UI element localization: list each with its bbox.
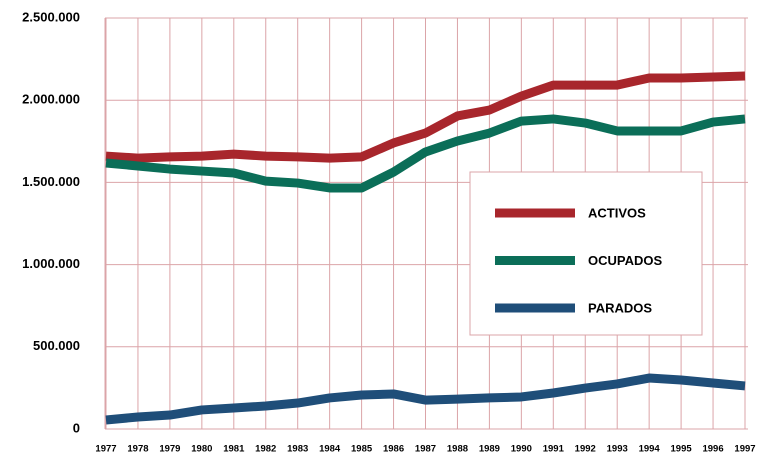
legend-label: OCUPADOS [588, 253, 662, 268]
x-tick-label: 1983 [287, 444, 308, 455]
x-tick-label: 1985 [351, 444, 373, 455]
x-tick-label: 1977 [95, 444, 116, 455]
x-tick-label: 1991 [543, 444, 565, 455]
y-tick-label: 500.000 [33, 338, 80, 353]
series-line [105, 114, 746, 193]
x-tick-label: 1995 [671, 444, 693, 455]
y-tick-label: 1.000.000 [22, 256, 80, 271]
x-tick-label: 1986 [383, 444, 404, 455]
x-tick-label: 1994 [639, 444, 661, 455]
y-tick-label: 0 [73, 420, 80, 435]
legend-label: PARADOS [588, 300, 652, 315]
y-tick-label: 2.500.000 [22, 9, 80, 24]
x-tick-label: 1997 [734, 444, 755, 455]
x-tick-label: 1981 [223, 444, 245, 455]
x-tick-label: 1990 [511, 444, 532, 455]
x-tick-label: 1993 [607, 444, 628, 455]
x-tick-label: 1980 [191, 444, 212, 455]
series-line [105, 71, 746, 163]
x-tick-label: 1978 [127, 444, 148, 455]
x-tick-label: 1987 [415, 444, 436, 455]
x-tick-label: 1979 [159, 444, 180, 455]
x-tick-label: 1992 [575, 444, 596, 455]
x-tick-label: 1982 [255, 444, 276, 455]
y-tick-label: 1.500.000 [22, 174, 80, 189]
series-line [105, 373, 746, 425]
legend-label: ACTIVOS [588, 205, 646, 220]
legend: ACTIVOS OCUPADOS PARADOS [469, 171, 703, 336]
x-tick-label: 1996 [702, 444, 723, 455]
x-tick-label: 1989 [479, 444, 500, 455]
x-tick-label: 1984 [319, 444, 341, 455]
y-tick-label: 2.000.000 [22, 92, 80, 107]
x-tick-label: 1988 [447, 444, 468, 455]
